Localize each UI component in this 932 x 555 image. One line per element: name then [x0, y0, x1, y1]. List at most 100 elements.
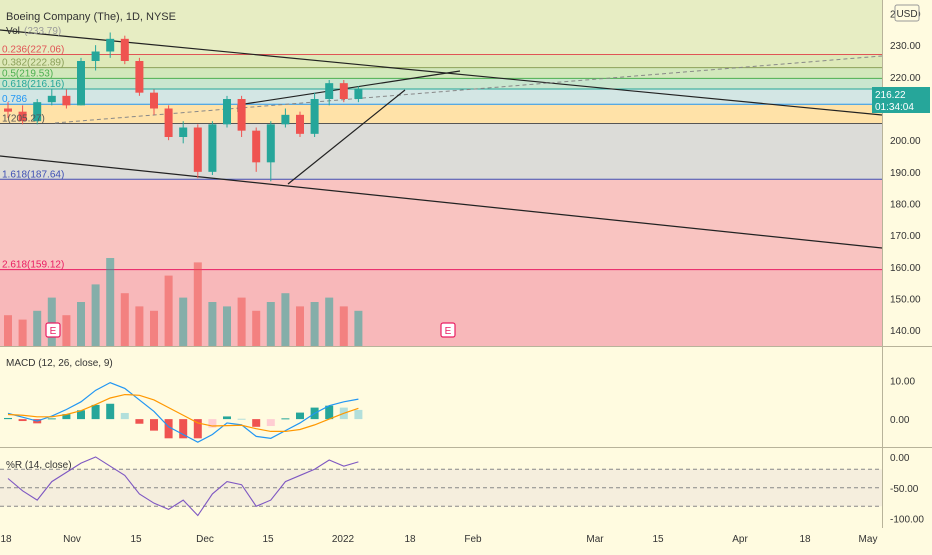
macd-histogram-bar: [266, 419, 275, 427]
volume-bar: [223, 306, 231, 346]
chart-title: Boeing Company (The), 1D, NYSE: [6, 11, 176, 23]
candle-body[interactable]: [164, 108, 173, 138]
volume-bars: [4, 258, 363, 346]
price-pane-bg: [0, 0, 882, 346]
candle-body[interactable]: [223, 99, 231, 125]
macd-histogram-bar: [252, 419, 261, 427]
macd-line[interactable]: [7, 381, 359, 443]
candle-body[interactable]: [193, 127, 202, 172]
candle-body[interactable]: [120, 38, 129, 61]
candle-body[interactable]: [77, 61, 85, 106]
candle-body[interactable]: [47, 95, 56, 103]
candle-body[interactable]: [281, 114, 290, 125]
volume-bar: [179, 297, 188, 346]
x-tick-label: 2022: [332, 534, 355, 545]
candle-body[interactable]: [4, 108, 12, 112]
axes: 140.00150.00160.00170.00180.00190.00200.…: [0, 10, 924, 546]
macd-tick-label: 10.00: [890, 377, 915, 388]
macd-histogram-bar: [325, 405, 334, 420]
wedge-lower-line[interactable]: [287, 89, 406, 185]
candle-body[interactable]: [150, 92, 158, 109]
upper-channel-line[interactable]: [0, 29, 883, 116]
volume-bar: [310, 302, 319, 346]
volume-bar: [77, 302, 85, 346]
x-tick-label: Dec: [196, 534, 214, 545]
candle-body[interactable]: [179, 127, 188, 138]
price-tick-label: 170.00: [890, 231, 921, 242]
candle-body[interactable]: [237, 99, 246, 131]
vol-label: Vol: [6, 26, 20, 37]
wr-line[interactable]: [7, 456, 359, 517]
last-price-value: 216.22: [875, 90, 906, 101]
candle-body[interactable]: [135, 61, 144, 93]
fib-label: 0.618(216.16): [2, 79, 64, 90]
candle-body[interactable]: [91, 51, 100, 62]
volume-bar: [281, 293, 290, 346]
wr-series: [0, 456, 882, 517]
macd-histogram-bar: [120, 412, 129, 420]
bottom-axis-bg: [0, 528, 932, 550]
volume-bar: [252, 310, 261, 346]
volume-bar: [4, 315, 12, 346]
fib-bands: [0, 0, 882, 346]
candle-body[interactable]: [33, 102, 42, 122]
price-tick-label: 160.00: [890, 263, 921, 274]
candle-body[interactable]: [18, 111, 27, 122]
volume-bar: [354, 310, 363, 346]
x-tick-label: 18: [0, 534, 12, 545]
fib-label: 0.786: [2, 94, 27, 105]
candle-body[interactable]: [106, 38, 115, 52]
macd-histogram-bar: [281, 418, 290, 420]
fib-band: [0, 104, 882, 124]
macd-histogram-bar: [208, 419, 217, 428]
candle-body[interactable]: [208, 124, 217, 172]
fib-band: [0, 123, 882, 180]
fib-band: [0, 54, 882, 68]
candle-body[interactable]: [339, 83, 348, 99]
candle-body[interactable]: [354, 89, 363, 100]
volume-bar: [164, 275, 173, 346]
wr-tick-label: -100.00: [890, 515, 924, 526]
dashed-trendline[interactable]: [54, 55, 883, 124]
earnings-marker[interactable]: [45, 322, 61, 338]
macd-histogram-bar: [106, 403, 115, 420]
candles: [4, 32, 363, 182]
signal-line[interactable]: [7, 393, 359, 433]
earnings-marker[interactable]: [440, 322, 456, 338]
macd-tick-label: 0.00: [890, 415, 910, 426]
wr-tick-label: 0.00: [890, 453, 910, 464]
candle-body[interactable]: [252, 130, 261, 163]
macd-histogram-bar: [91, 404, 100, 420]
macd-histogram-bar: [47, 418, 56, 420]
x-tick-label: 15: [652, 534, 664, 545]
wedge-upper-line[interactable]: [237, 70, 461, 106]
wr-label: %R (14, close): [6, 460, 72, 471]
fib-label: 0.382(222.89): [2, 58, 64, 69]
fib-label: 0.5(219.53): [2, 68, 53, 79]
x-tick-label: Feb: [464, 534, 482, 545]
volume-bar: [208, 302, 217, 346]
x-tick-label: Apr: [732, 534, 748, 545]
currency-button[interactable]: [894, 4, 920, 22]
volume-bar: [135, 306, 144, 346]
fib-band: [0, 78, 882, 89]
macd-histogram-bar: [296, 412, 304, 420]
lower-channel-line[interactable]: [0, 155, 883, 249]
wr-tick-label: -50.00: [890, 484, 919, 495]
candle-body[interactable]: [266, 124, 275, 163]
candle-body[interactable]: [296, 114, 304, 134]
macd-pane-bg: [0, 347, 882, 447]
candle-body[interactable]: [62, 95, 71, 106]
last-price-countdown: 01:34:04: [875, 102, 914, 113]
x-tick-label: 15: [130, 534, 142, 545]
fib-label: 1(205.27): [2, 113, 45, 124]
volume-bar: [33, 310, 42, 346]
price-tick-label: 230.00: [890, 41, 921, 52]
volume-bar: [266, 302, 275, 346]
candle-body[interactable]: [325, 83, 334, 99]
volume-bar: [237, 297, 246, 346]
macd-histogram-bar: [135, 419, 144, 424]
candle-body[interactable]: [310, 99, 319, 134]
x-tick-label: May: [859, 534, 878, 545]
